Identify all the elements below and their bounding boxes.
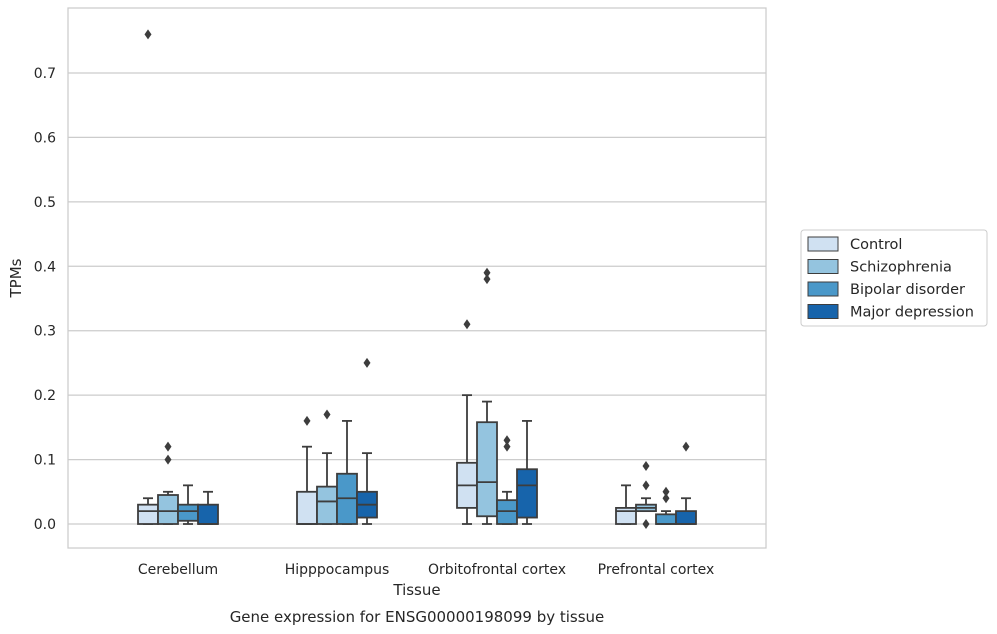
outlier-point <box>164 441 172 452</box>
box-iqr <box>476 421 498 518</box>
box-iqr <box>157 494 179 525</box>
box-iqr <box>137 503 159 525</box>
outlier-point <box>642 480 650 491</box>
legend-swatch <box>807 236 839 252</box>
box-3-2 <box>655 486 677 525</box>
box-2-0 <box>456 319 478 525</box>
box-2-2 <box>496 435 518 525</box>
box-3-3 <box>675 441 697 525</box>
legend: Control Schizophrenia Bipolar disorder Majo… <box>800 229 988 327</box>
y-tick-label: 0.3 <box>34 324 56 340</box>
legend-label: Control <box>850 237 902 253</box>
outlier-point <box>323 409 331 420</box>
y-axis-label: TPMs <box>7 258 25 298</box>
legend-swatch <box>807 259 839 274</box>
box-0-1 <box>157 441 179 525</box>
outlier-point <box>503 435 511 446</box>
y-tick-label: 0.1 <box>34 453 56 469</box>
y-tick-label: 0.4 <box>34 259 56 275</box>
box-iqr <box>177 503 199 522</box>
outlier-point <box>303 415 311 426</box>
x-tick-label: Hipppocampus <box>285 562 390 578</box>
box-1-0 <box>296 415 318 525</box>
y-tick-label: 0.7 <box>34 66 56 82</box>
box-1-2 <box>336 420 358 525</box>
outlier-point <box>463 319 471 330</box>
outlier-point <box>662 486 670 497</box>
outlier-point <box>503 441 511 452</box>
outlier-point <box>642 519 650 529</box>
box-iqr <box>675 510 697 525</box>
outlier-point <box>682 441 690 452</box>
y-tick-label: 0.2 <box>34 388 56 404</box>
outlier-point <box>363 357 371 368</box>
y-tick-labels: 0.0 0.1 0.2 0.3 0.4 0.5 0.6 0.7 <box>34 66 56 533</box>
box-0-3 <box>197 490 219 525</box>
legend-label: Major depression <box>850 305 974 321</box>
grid-lines <box>68 72 766 525</box>
box-0-0 <box>137 29 159 525</box>
y-tick-label: 0.5 <box>34 195 56 211</box>
plot-frame <box>67 7 767 549</box>
box-series <box>137 29 697 529</box>
box-iqr <box>296 490 318 525</box>
legend-frame <box>800 229 988 327</box>
outlier-point <box>483 267 491 278</box>
box-2-1 <box>476 267 498 525</box>
legend-label: Schizophrenia <box>850 260 952 276</box>
box-1-3 <box>356 357 378 525</box>
x-tick-label: Cerebellum <box>138 562 218 578</box>
outlier-point <box>164 454 172 465</box>
x-axis-label: Tissue <box>392 581 440 599</box>
x-tick-labels: Cerebellum Hipppocampus Orbitofrontal cort… <box>138 562 714 578</box>
box-2-3 <box>516 420 538 525</box>
legend-swatch <box>807 304 839 319</box>
legend-label: Bipolar disorder <box>850 282 965 298</box>
legend-swatch <box>807 281 839 297</box>
box-iqr <box>197 503 219 525</box>
x-tick-label: Orbitofrontal cortex <box>428 562 566 578</box>
box-iqr <box>516 468 538 519</box>
box-iqr <box>496 499 518 525</box>
box-iqr <box>316 485 338 525</box>
figure-caption: Gene expression for ENSG00000198099 by t… <box>230 608 605 626</box>
outlier-point <box>144 29 152 40</box>
outlier-point <box>662 493 670 504</box>
y-tick-label: 0.6 <box>34 130 56 146</box>
outlier-point <box>642 461 650 472</box>
y-tick-label: 0.0 <box>34 517 56 533</box>
box-1-1 <box>316 409 338 525</box>
box-0-2 <box>177 484 199 525</box>
x-tick-label: Prefrontal cortex <box>598 562 715 578</box>
box-3-1 <box>635 461 657 529</box>
outlier-point <box>483 274 491 285</box>
box-iqr <box>655 513 677 525</box>
box-3-0 <box>615 484 637 525</box>
